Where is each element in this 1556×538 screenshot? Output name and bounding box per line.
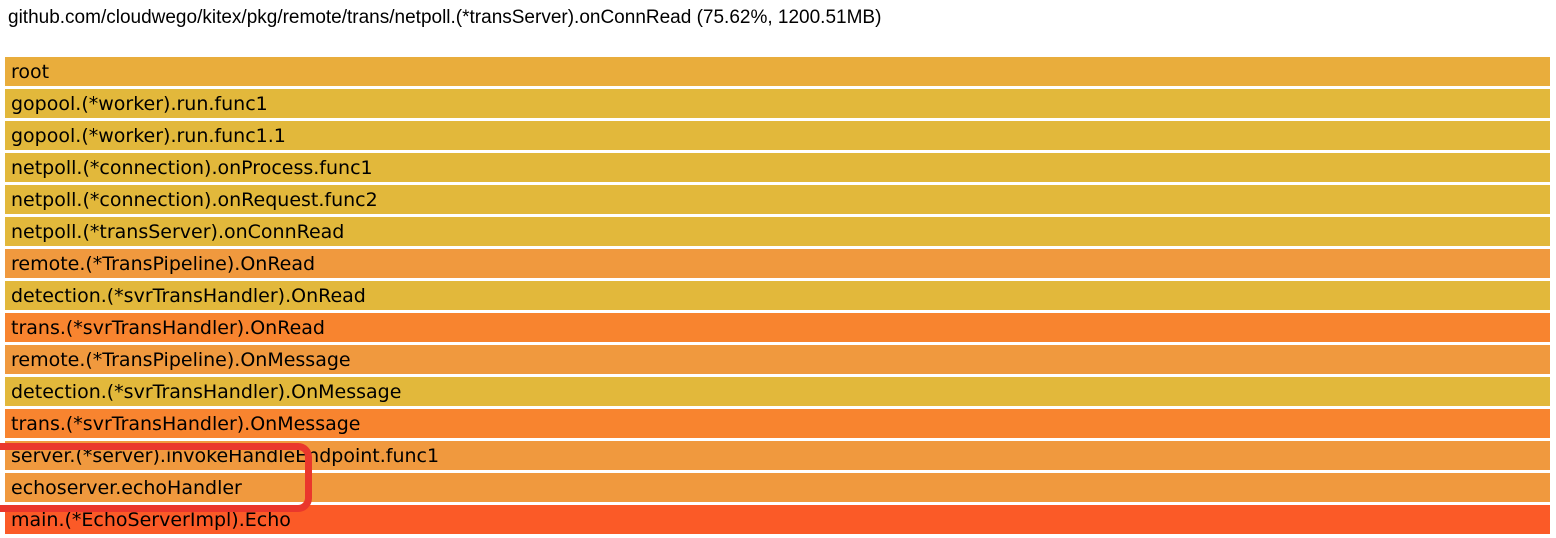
flame-frame-label: gopool.(*worker).run.func1 xyxy=(11,92,268,115)
flame-frame-label: netpoll.(*transServer).onConnRead xyxy=(11,220,345,243)
flame-frame-14[interactable]: main.(*EchoServerImpl).Echo xyxy=(5,505,1550,534)
flame-frame-label: remote.(*TransPipeline).OnRead xyxy=(11,252,316,275)
flame-frame-label: netpoll.(*connection).onRequest.func2 xyxy=(11,188,378,211)
flame-frame-1[interactable]: gopool.(*worker).run.func1 xyxy=(5,89,1550,118)
flame-frame-label: server.(*server).invokeHandleEndpoint.fu… xyxy=(11,444,440,467)
flame-frame-13[interactable]: echoserver.echoHandler xyxy=(5,473,1550,502)
flame-frame-6[interactable]: remote.(*TransPipeline).OnRead xyxy=(5,249,1550,278)
flame-frame-label: gopool.(*worker).run.func1.1 xyxy=(11,124,286,147)
flame-frame-11[interactable]: trans.(*svrTransHandler).OnMessage xyxy=(5,409,1550,438)
flame-frame-12[interactable]: server.(*server).invokeHandleEndpoint.fu… xyxy=(5,441,1550,470)
flame-frame-4[interactable]: netpoll.(*connection).onRequest.func2 xyxy=(5,185,1550,214)
flame-frame-label: echoserver.echoHandler xyxy=(11,476,242,499)
flame-frame-8[interactable]: trans.(*svrTransHandler).OnRead xyxy=(5,313,1550,342)
flame-frame-9[interactable]: remote.(*TransPipeline).OnMessage xyxy=(5,345,1550,374)
flame-frame-label: netpoll.(*connection).onProcess.func1 xyxy=(11,156,373,179)
flame-frame-2[interactable]: gopool.(*worker).run.func1.1 xyxy=(5,121,1550,150)
flame-frame-label: detection.(*svrTransHandler).OnRead xyxy=(11,284,366,307)
flame-frame-label: trans.(*svrTransHandler).OnMessage xyxy=(11,412,361,435)
flame-frame-0[interactable]: root xyxy=(5,57,1550,86)
selected-frame-title: github.com/cloudwego/kitex/pkg/remote/tr… xyxy=(8,7,882,28)
flame-frame-3[interactable]: netpoll.(*connection).onProcess.func1 xyxy=(5,153,1550,182)
flame-frame-label: trans.(*svrTransHandler).OnRead xyxy=(11,316,325,339)
flame-frame-5[interactable]: netpoll.(*transServer).onConnRead xyxy=(5,217,1550,246)
flamegraph-stack: root gopool.(*worker).run.func1 gopool.(*w… xyxy=(5,57,1550,537)
flame-frame-10[interactable]: detection.(*svrTransHandler).OnMessage xyxy=(5,377,1550,406)
flame-frame-label: detection.(*svrTransHandler).OnMessage xyxy=(11,380,402,403)
flame-frame-label: main.(*EchoServerImpl).Echo xyxy=(11,508,291,531)
flame-frame-7[interactable]: detection.(*svrTransHandler).OnRead xyxy=(5,281,1550,310)
flame-frame-label: root xyxy=(11,60,50,83)
flame-frame-label: remote.(*TransPipeline).OnMessage xyxy=(11,348,351,371)
